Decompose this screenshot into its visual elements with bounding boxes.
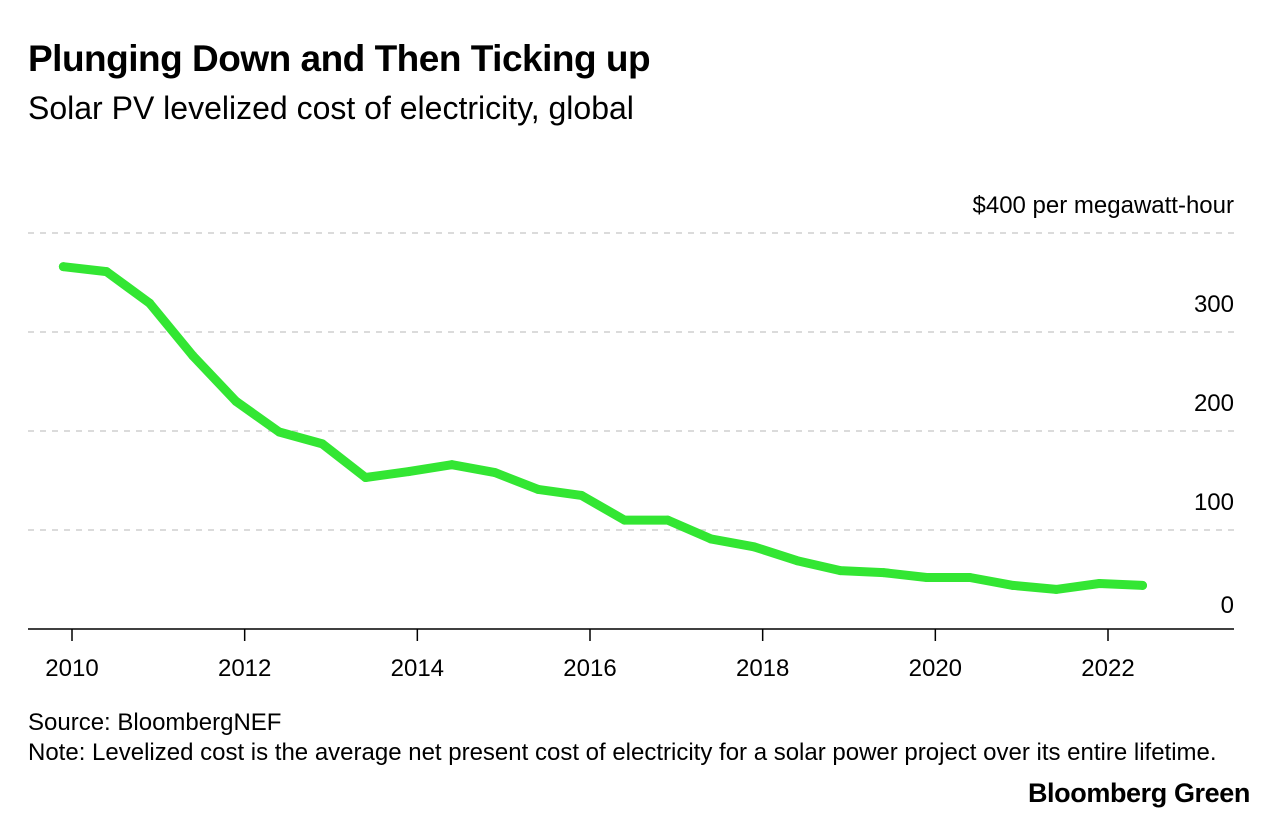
data-point: [231, 396, 241, 406]
x-tick-label: 2020: [909, 655, 962, 682]
chart-title: Plunging Down and Then Ticking up: [28, 38, 651, 79]
data-point: [922, 573, 932, 583]
brand-logo: Bloomberg Green: [1027, 778, 1250, 808]
data-point: [58, 262, 68, 272]
source-note: Source: BloombergNEF: [28, 709, 282, 736]
data-point: [1051, 584, 1061, 594]
data-point: [706, 534, 716, 544]
gridlines: [28, 232, 1234, 531]
x-tick-label: 2010: [45, 655, 98, 682]
data-point: [576, 490, 586, 500]
data-point: [879, 568, 889, 578]
footnote: Note: Levelized cost is the average net …: [28, 739, 1217, 766]
data-point: [1138, 580, 1148, 590]
x-axis-ticks: 2010 2012 2014 2016 2018 2020 2022: [45, 629, 1135, 682]
data-point: [102, 267, 112, 277]
data-point: [1008, 580, 1018, 590]
x-tick-label: 2022: [1081, 655, 1134, 682]
data-point: [361, 473, 371, 483]
x-tick-label: 2012: [218, 655, 271, 682]
series-line: [58, 262, 1147, 594]
data-point: [965, 573, 975, 583]
data-point: [404, 467, 414, 477]
data-points: [58, 262, 1148, 594]
data-point: [490, 468, 500, 478]
x-tick-label: 2018: [736, 655, 789, 682]
x-tick-label: 2014: [391, 655, 444, 682]
data-point: [274, 427, 284, 437]
y-tick-label: $400 per megawatt-hour: [973, 192, 1235, 219]
x-tick-label: 2016: [563, 655, 616, 682]
y-tick-label: 100: [1194, 489, 1234, 516]
y-tick-label: 200: [1194, 390, 1234, 417]
y-tick-label: 300: [1194, 291, 1234, 318]
data-point: [317, 439, 327, 449]
data-point: [447, 460, 457, 470]
y-tick-label: 0: [1221, 592, 1234, 619]
chart-subtitle: Solar PV levelized cost of electricity, …: [28, 90, 634, 126]
data-point: [835, 566, 845, 576]
data-point: [620, 515, 630, 525]
y-axis-ticks: $400 per megawatt-hour 300 200 100 0: [973, 192, 1235, 619]
data-point: [188, 351, 198, 361]
data-point: [749, 542, 759, 552]
data-point: [145, 298, 155, 308]
data-point: [663, 515, 673, 525]
data-point: [792, 556, 802, 566]
data-point: [533, 484, 543, 494]
data-point: [1094, 578, 1104, 588]
